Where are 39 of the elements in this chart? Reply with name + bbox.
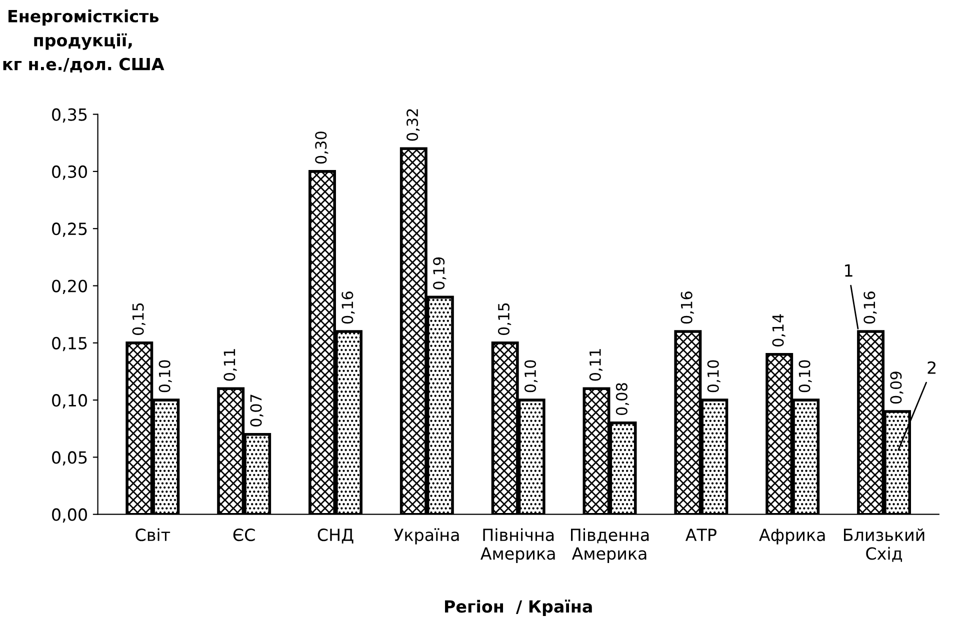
y-tick-label: 0,10 bbox=[52, 394, 87, 408]
y-axis-title: Енергомісткість продукції, кг н.е./дол. США bbox=[3, 10, 164, 72]
y-tick-label: 0,20 bbox=[52, 280, 87, 294]
data-label: 0,08 bbox=[616, 383, 630, 416]
data-label: 0,30 bbox=[315, 132, 328, 164]
data-label: 0,16 bbox=[864, 292, 877, 324]
data-label: 0,09 bbox=[890, 372, 904, 404]
x-tick-label: Світ bbox=[136, 528, 170, 542]
text: 2 bbox=[928, 361, 936, 374]
data-label: 0,11 bbox=[589, 349, 602, 381]
x-tick-label: Близький Схід bbox=[844, 528, 924, 562]
data-label: 0,14 bbox=[772, 314, 786, 346]
data-label: 0,10 bbox=[707, 360, 720, 392]
x-tick-label: Україна bbox=[394, 528, 459, 544]
data-label: 0,16 bbox=[342, 292, 355, 324]
y-tick-label: 0,35 bbox=[52, 108, 87, 123]
data-label: 0,15 bbox=[498, 303, 512, 336]
data-label: 0,19 bbox=[433, 257, 446, 290]
x-tick-label: СНД bbox=[318, 528, 354, 544]
y-tick-label: 0,15 bbox=[52, 336, 87, 352]
data-label: 0,32 bbox=[406, 109, 420, 141]
x-tick-label: Південна Америка bbox=[571, 528, 649, 564]
x-tick-label: ЄС bbox=[233, 528, 255, 542]
x-tick-label: Північна Америка bbox=[480, 528, 555, 564]
x-axis-title: Регіон / Країна bbox=[445, 600, 592, 616]
x-tick-label: Африка bbox=[759, 528, 825, 544]
y-tick-label: 0,25 bbox=[52, 222, 87, 237]
data-label: 0,16 bbox=[680, 292, 694, 324]
data-label: 0,10 bbox=[158, 360, 172, 392]
x-tick-label: АТР bbox=[686, 528, 716, 541]
data-label: 0,10 bbox=[524, 360, 538, 392]
y-tick-label: 0,00 bbox=[52, 508, 87, 523]
text: 1 bbox=[845, 264, 852, 277]
data-label: 0,11 bbox=[224, 349, 237, 381]
y-tick-label: 0,30 bbox=[52, 165, 87, 180]
data-label: 0,07 bbox=[250, 394, 264, 426]
y-tick-label: 0,05 bbox=[52, 451, 87, 466]
data-label: 0,10 bbox=[798, 360, 812, 392]
data-label: 0,15 bbox=[132, 303, 146, 336]
